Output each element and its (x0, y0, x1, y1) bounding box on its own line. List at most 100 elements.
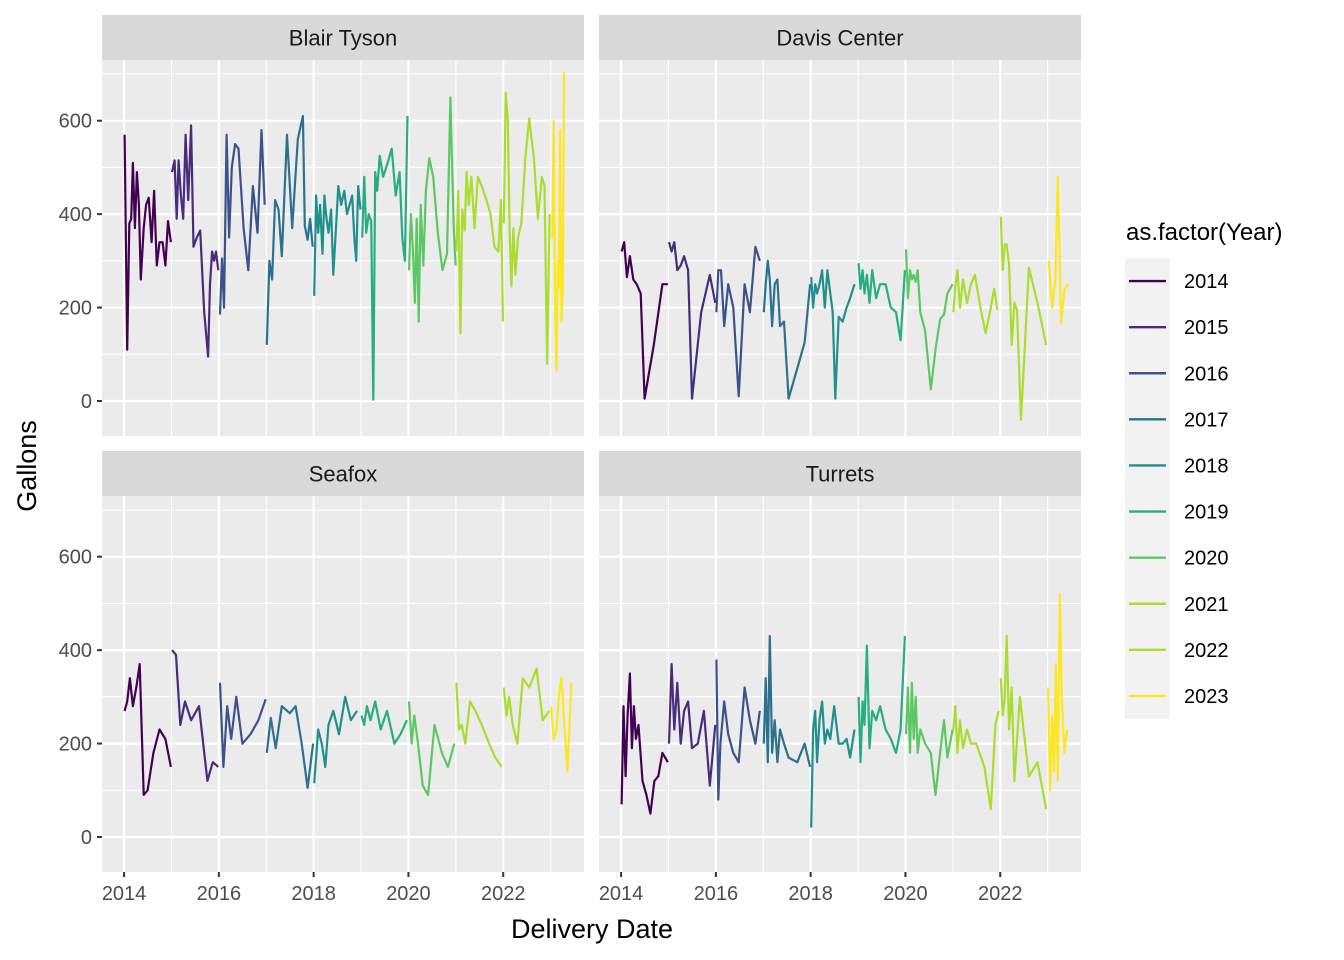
series-line-2018 (810, 700, 856, 828)
series-line-2017 (762, 634, 812, 768)
series-line-2020 (407, 701, 456, 797)
facet-panel: Seafox (102, 451, 584, 885)
x-tick-label: 2018 (291, 883, 336, 905)
gridlines (102, 496, 584, 885)
facet-strip (102, 15, 584, 60)
legend-label: 2021 (1184, 594, 1229, 616)
y-tick-label: 0 (81, 391, 92, 413)
y-tick-label: 600 (59, 111, 92, 133)
series-line-2014 (620, 241, 668, 400)
legend-label: 2014 (1184, 271, 1229, 293)
series-line-2014 (620, 672, 669, 815)
series-line-2017 (265, 114, 314, 345)
legend-label: 2023 (1184, 686, 1229, 708)
legend-item: 2016 (1129, 363, 1229, 385)
facet-strip-label: Seafox (309, 462, 378, 487)
series-lines (123, 71, 566, 401)
x-tick-label: 2022 (481, 883, 526, 905)
series-line-2015 (667, 241, 717, 400)
x-tick-label: 2014 (102, 883, 147, 905)
series-line-2017 (265, 705, 315, 790)
x-tick-label: 2016 (694, 883, 739, 905)
series-line-2016 (218, 682, 267, 769)
series-line-2019 (857, 263, 906, 342)
series-line-2020 (904, 681, 954, 797)
facet-panel: Turrets (599, 451, 1081, 885)
x-tick-label: 2020 (386, 883, 431, 905)
legend-key-background (1125, 258, 1170, 719)
series-line-2020 (407, 96, 457, 323)
series-line-2023 (551, 71, 566, 372)
series-line-2015 (170, 124, 220, 358)
x-tick-label: 2014 (599, 883, 644, 905)
series-line-2016 (715, 245, 761, 398)
legend-label: 2015 (1184, 317, 1229, 339)
x-tick-label: 2016 (197, 883, 242, 905)
series-line-2019 (361, 115, 409, 401)
series-line-2023 (1047, 175, 1070, 325)
facet-strip (599, 15, 1081, 60)
y-tick-label: 400 (59, 640, 92, 662)
gridlines (599, 60, 1081, 449)
series-line-2020 (904, 249, 954, 391)
legend-label: 2016 (1184, 363, 1229, 385)
series-line-2021 (455, 682, 503, 768)
panel-background (102, 496, 584, 872)
series-line-2014 (123, 134, 172, 351)
facet-strip (102, 451, 584, 496)
facet-strip-label: Blair Tyson (289, 26, 397, 51)
series-line-2019 (857, 636, 906, 764)
legend-item: 2022 (1129, 640, 1229, 662)
facet-panels: Blair Tyson Davis Center Seafox Turrets (102, 15, 1081, 885)
legend-label: 2019 (1184, 502, 1229, 524)
legend-item: 2019 (1129, 502, 1229, 524)
series-line-2022 (999, 634, 1048, 810)
legend-item: 2023 (1129, 686, 1229, 708)
series-lines (620, 592, 1069, 828)
series-line-2021 (952, 269, 999, 335)
legend-item: 2014 (1129, 271, 1229, 293)
series-line-2022 (502, 667, 551, 745)
y-tick-label: 400 (59, 204, 92, 226)
legend-item: 2017 (1129, 409, 1229, 431)
facet-panel: Davis Center (599, 15, 1081, 449)
series-line-2021 (952, 705, 1000, 811)
series-lines (123, 649, 573, 797)
series-line-2017 (762, 259, 812, 400)
series-lines (620, 175, 1070, 421)
x-axis-title: Delivery Date (511, 914, 673, 944)
facet-strip-label: Turrets (806, 462, 875, 487)
series-line-2021 (455, 171, 505, 335)
legend-label: 2018 (1184, 455, 1229, 477)
gridlines (102, 60, 584, 449)
gridlines (599, 496, 1081, 885)
series-line-2016 (218, 129, 266, 315)
legend-label: 2020 (1184, 548, 1229, 570)
series-line-2016 (715, 659, 761, 801)
facet-strip-label: Davis Center (776, 26, 903, 51)
legend-keys: 2014 2015 2016 2017 2018 2019 2020 2021 2022 2023 (1125, 258, 1229, 719)
facet-panel: Blair Tyson (102, 15, 584, 449)
legend-title: as.factor(Year) (1126, 219, 1283, 246)
y-tick-label: 200 (59, 298, 92, 320)
legend-item: 2021 (1129, 594, 1229, 616)
x-tick-label: 2018 (788, 883, 833, 905)
x-tick-label: 2022 (978, 883, 1023, 905)
series-line-2014 (123, 662, 172, 797)
x-tick-label: 2020 (883, 883, 928, 905)
series-line-2023 (550, 677, 573, 773)
y-tick-label: 600 (59, 547, 92, 569)
legend-label: 2017 (1184, 409, 1229, 431)
legend-item: 2018 (1129, 455, 1229, 477)
series-line-2022 (502, 91, 551, 365)
series-line-2018 (313, 185, 362, 296)
y-axis-title: Gallons (12, 420, 42, 512)
y-tick-label: 200 (59, 734, 92, 756)
legend-item: 2015 (1129, 317, 1229, 339)
series-line-2015 (171, 649, 220, 783)
series-line-2015 (667, 662, 717, 787)
series-line-2018 (313, 695, 358, 784)
series-line-2023 (1047, 592, 1069, 792)
legend-item: 2020 (1129, 548, 1229, 570)
